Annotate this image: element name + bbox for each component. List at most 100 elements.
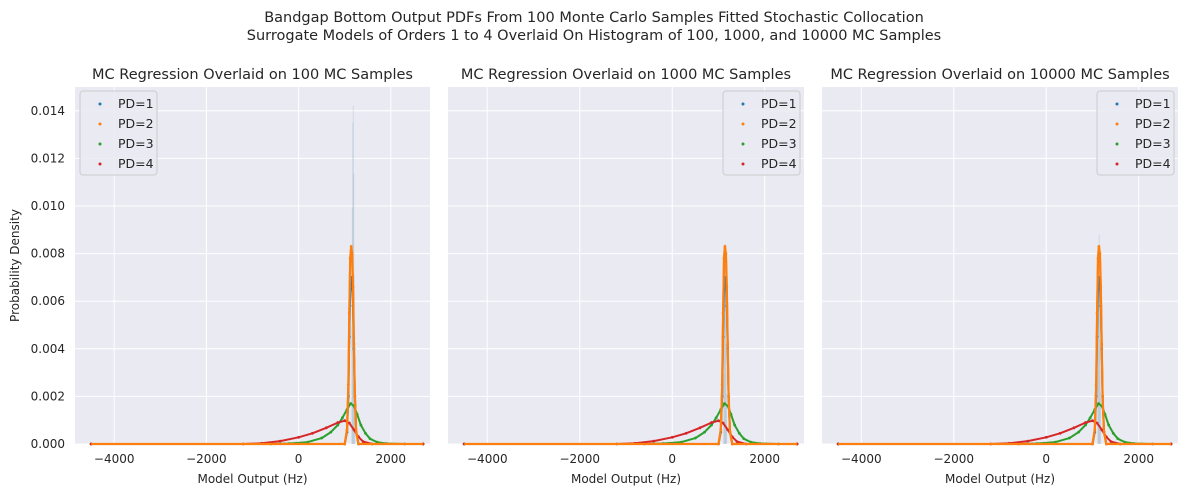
histogram-bar (1097, 297, 1099, 444)
histogram-bar (1098, 245, 1100, 444)
series-point (714, 416, 718, 420)
series-point (684, 431, 688, 435)
series-point (717, 419, 720, 423)
series-point (723, 402, 726, 405)
series-point (1095, 421, 1099, 425)
histogram-bar (723, 304, 725, 444)
series-point (1091, 419, 1094, 423)
series-point (1067, 436, 1071, 440)
legend-label: PD=1 (1135, 96, 1171, 111)
x-axis-label: Model Output (Hz) (197, 472, 307, 486)
series-point (352, 428, 356, 432)
y-tick-label: 0.014 (31, 104, 65, 118)
series-point (364, 431, 367, 435)
x-axis-label: Model Output (Hz) (571, 472, 681, 486)
subplot-panels: −4000 −2000 0 2000 0.000 0.002 0.004 0.006 0.008… (8, 67, 1178, 486)
series-point (1123, 440, 1127, 444)
series-point (733, 423, 737, 427)
legend-marker (1115, 122, 1119, 126)
series-point (1054, 440, 1057, 444)
y-tick-label: 0.004 (31, 342, 65, 356)
series-point (670, 435, 674, 439)
y-tick-label: 0.000 (31, 437, 65, 451)
subplot-2: −4000 −2000 0 2000 MC Regression Overlaid on… (448, 67, 804, 486)
histogram-bar (1098, 234, 1100, 444)
histogram-bar (724, 254, 726, 444)
series-point (1107, 423, 1111, 427)
series-point (710, 423, 713, 427)
suptitle-line-1: Bandgap Bottom Output PDFs From 100 Mont… (264, 10, 924, 26)
series-point (1111, 431, 1115, 435)
series-point (343, 419, 347, 423)
x-tick-label: −2000 (933, 452, 974, 466)
series-point (361, 440, 365, 444)
y-tick-label: 0.002 (31, 389, 65, 403)
series-point (297, 435, 301, 439)
series-point (680, 440, 683, 444)
histogram-bar (724, 244, 726, 444)
legend-box (722, 90, 801, 176)
legend-marker (741, 142, 745, 146)
x-tick-label: 0 (668, 452, 676, 466)
legend-label: PD=2 (761, 116, 797, 131)
legend-label: PD=3 (761, 136, 797, 151)
series-point (1072, 426, 1076, 430)
legend: PD=1 PD=2 PD=3 PD=4 (1096, 90, 1175, 176)
y-tick-label: 0.006 (31, 294, 65, 308)
legend-label: PD=3 (1135, 136, 1171, 151)
legend-label: PD=3 (118, 136, 154, 151)
series-point (742, 437, 746, 441)
legend: PD=1 PD=2 PD=3 PD=4 (79, 90, 158, 176)
series-point (737, 431, 741, 435)
legend-marker (741, 102, 745, 106)
x-tick-label: −4000 (467, 452, 508, 466)
histogram-bar (725, 344, 727, 444)
y-tick-label: 0.010 (31, 199, 65, 213)
series-point (1116, 437, 1120, 441)
legend-label: PD=1 (761, 96, 797, 111)
legend-marker (1115, 142, 1119, 146)
histogram-bar (723, 374, 725, 444)
series-point (368, 437, 372, 441)
x-tick-label: −4000 (94, 452, 135, 466)
legend-label: PD=2 (118, 116, 154, 131)
legend-label: PD=4 (761, 156, 797, 171)
series-point (749, 440, 753, 444)
histogram-bar (1097, 370, 1099, 444)
series-point (726, 428, 730, 432)
series-point (721, 421, 725, 425)
x-tick-label: 2000 (1123, 452, 1154, 466)
series-point (329, 430, 333, 434)
histogram-bar (1099, 276, 1101, 444)
grid-lines (448, 87, 804, 445)
series-point (1100, 428, 1104, 432)
series-point (1044, 435, 1048, 439)
x-tick-label: −4000 (841, 452, 882, 466)
x-tick-label: 2000 (749, 452, 780, 466)
series-point (324, 426, 328, 430)
series-point (698, 426, 702, 430)
histogram-bar (1099, 339, 1101, 444)
series-pd4 (89, 419, 425, 446)
y-tick-label: 0.012 (31, 151, 65, 165)
legend-label: PD=2 (1135, 116, 1171, 131)
legend-marker (741, 162, 745, 166)
series-point (311, 431, 314, 435)
legend-marker (741, 122, 745, 126)
legend-label: PD=1 (118, 96, 154, 111)
series-point (347, 421, 351, 425)
series-point (1097, 402, 1100, 405)
series-line-top (464, 246, 798, 446)
series-point (278, 439, 282, 443)
legend-marker (1115, 162, 1119, 166)
series-point (1026, 439, 1030, 443)
x-axis-label: Model Output (Hz) (945, 472, 1055, 486)
histogram-bar (726, 394, 728, 444)
series-point (349, 402, 353, 405)
legend-marker (98, 102, 102, 106)
series-point (703, 430, 706, 434)
series-point (341, 416, 344, 420)
histogram-bar (1100, 391, 1102, 444)
subplot-title: MC Regression Overlaid on 100 MC Samples (92, 67, 413, 83)
